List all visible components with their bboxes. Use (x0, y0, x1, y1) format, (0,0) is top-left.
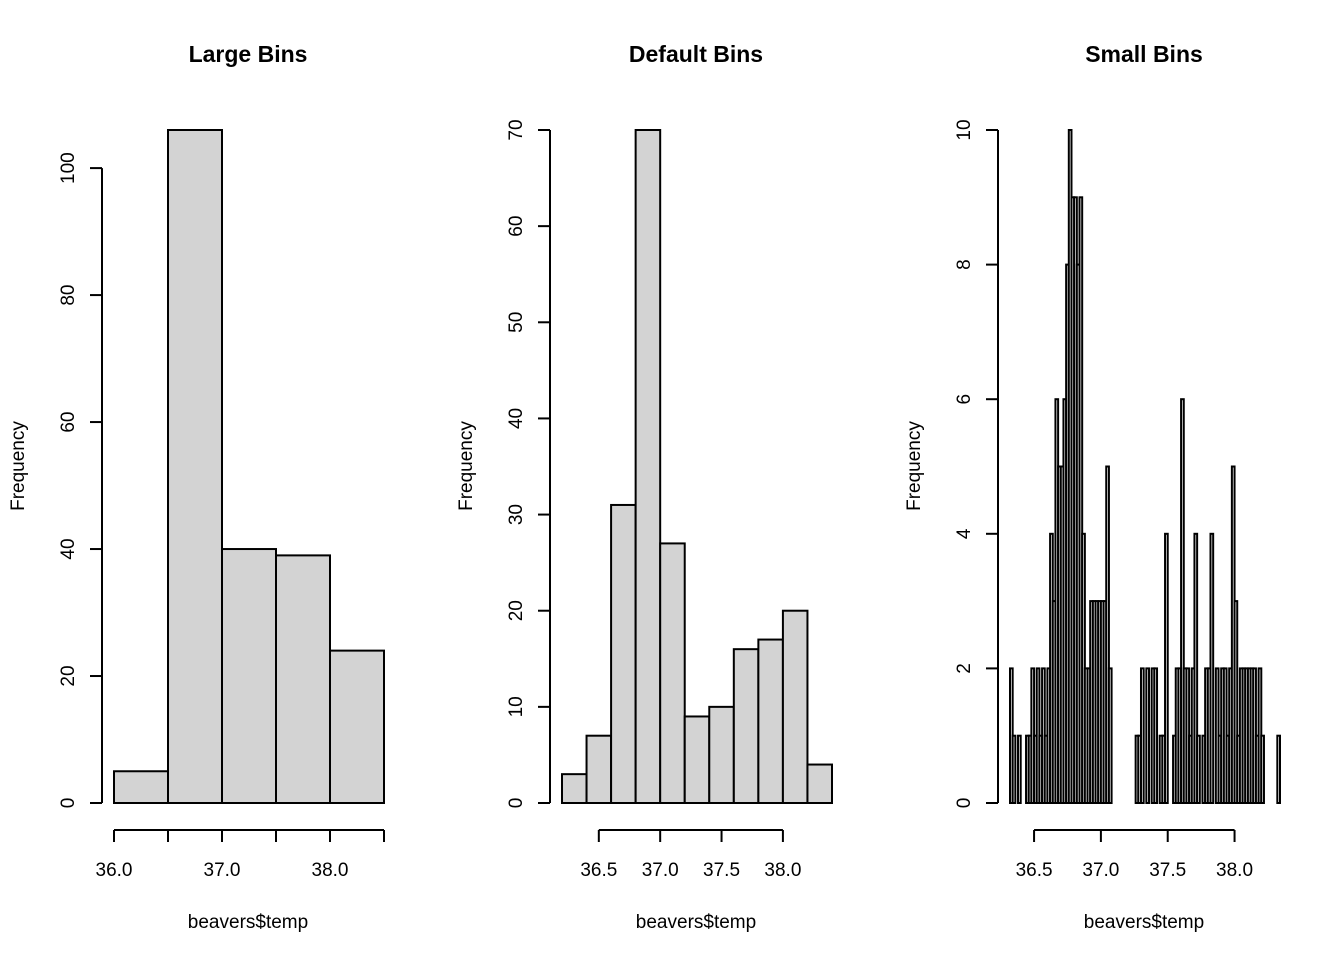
y-tick-label: 20 (506, 600, 527, 621)
x-axis: 36.0 37.0 38.0 (96, 829, 385, 881)
y-tick-label: 6 (954, 394, 975, 405)
x-axis: 36.5 37.0 37.5 38.0 (1016, 829, 1253, 881)
bars (113, 129, 385, 804)
bar (1145, 667, 1151, 805)
bar (275, 554, 331, 804)
x-tick-label: 37.0 (204, 860, 241, 881)
chart-title: Small Bins (1085, 41, 1203, 67)
x-tick-label: 36.0 (96, 860, 133, 881)
y-axis-label: Frequency (8, 421, 29, 511)
x-tick-label: 38.0 (764, 860, 801, 881)
bar (708, 705, 735, 804)
bar (561, 773, 588, 805)
bars (561, 129, 833, 805)
y-axis-label: Frequency (904, 421, 925, 511)
panel-large-bins: Large Bins beavers$temp Frequency 36.0 37… (8, 41, 385, 933)
bar (167, 129, 223, 804)
x-tick-label: 38.0 (1216, 860, 1253, 881)
bar (1017, 734, 1022, 805)
x-axis-label: beavers$temp (188, 912, 308, 933)
x-tick-label: 37.0 (642, 860, 679, 881)
x-tick-label: 36.5 (580, 860, 617, 881)
y-tick-label: 80 (58, 285, 79, 306)
y-axis: 0 2 4 6 8 10 (954, 119, 999, 809)
panel-default-bins: Default Bins beavers$temp Frequency 36.5… (456, 41, 833, 933)
bar (732, 648, 760, 805)
bar (1260, 734, 1265, 805)
bar (659, 542, 686, 805)
bar (1233, 600, 1239, 804)
bar (1164, 532, 1169, 804)
bars (1009, 129, 1282, 805)
y-tick-label: 70 (506, 119, 527, 140)
x-tick-label: 38.0 (312, 860, 349, 881)
y-tick-label: 60 (58, 411, 79, 432)
x-tick-label: 37.0 (1082, 860, 1119, 881)
bar (1105, 465, 1110, 804)
y-tick-label: 40 (506, 408, 527, 429)
bar (221, 548, 277, 804)
y-tick-label: 4 (954, 528, 975, 539)
bar (1011, 734, 1017, 805)
bar (585, 734, 613, 805)
y-tick-label: 60 (506, 216, 527, 237)
x-axis: 36.5 37.0 37.5 38.0 (580, 829, 801, 881)
bar (634, 129, 662, 804)
bar (757, 638, 784, 804)
bar (610, 503, 637, 804)
bar (113, 770, 169, 804)
y-tick-label: 10 (954, 119, 975, 140)
x-axis-label: beavers$temp (636, 912, 756, 933)
bar (1276, 734, 1282, 805)
x-tick-label: 37.5 (1149, 860, 1186, 881)
y-tick-label: 8 (954, 259, 975, 270)
y-tick-label: 10 (506, 696, 527, 717)
panel-small-bins: Small Bins beavers$temp Frequency 36.5 37… (904, 41, 1282, 933)
bar (683, 715, 711, 805)
y-tick-label: 2 (954, 663, 975, 674)
bar (1107, 667, 1113, 805)
bar (781, 609, 809, 805)
y-tick-label: 100 (58, 152, 79, 184)
y-tick-label: 0 (506, 798, 527, 809)
y-tick-label: 30 (506, 504, 527, 525)
bar (1180, 398, 1185, 804)
y-tick-label: 40 (58, 538, 79, 559)
x-tick-label: 37.5 (703, 860, 740, 881)
chart-title: Large Bins (189, 41, 308, 67)
y-tick-label: 0 (954, 798, 975, 809)
bar (1139, 667, 1145, 805)
y-tick-label: 0 (58, 798, 79, 809)
bar (1193, 532, 1199, 804)
y-axis: 0 20 40 60 80 100 (58, 152, 103, 809)
bar (1153, 667, 1159, 805)
bar (329, 649, 385, 804)
bar (806, 763, 833, 804)
bar (1209, 532, 1215, 804)
x-axis-label: beavers$temp (1084, 912, 1204, 933)
y-tick-label: 50 (506, 312, 527, 333)
y-axis: 0 10 20 30 40 50 60 70 (506, 119, 551, 809)
chart-title: Default Bins (629, 41, 763, 67)
x-tick-label: 36.5 (1016, 860, 1053, 881)
bar (1078, 196, 1084, 805)
y-tick-label: 20 (58, 665, 79, 686)
y-axis-label: Frequency (456, 421, 477, 511)
bar (1196, 734, 1201, 805)
